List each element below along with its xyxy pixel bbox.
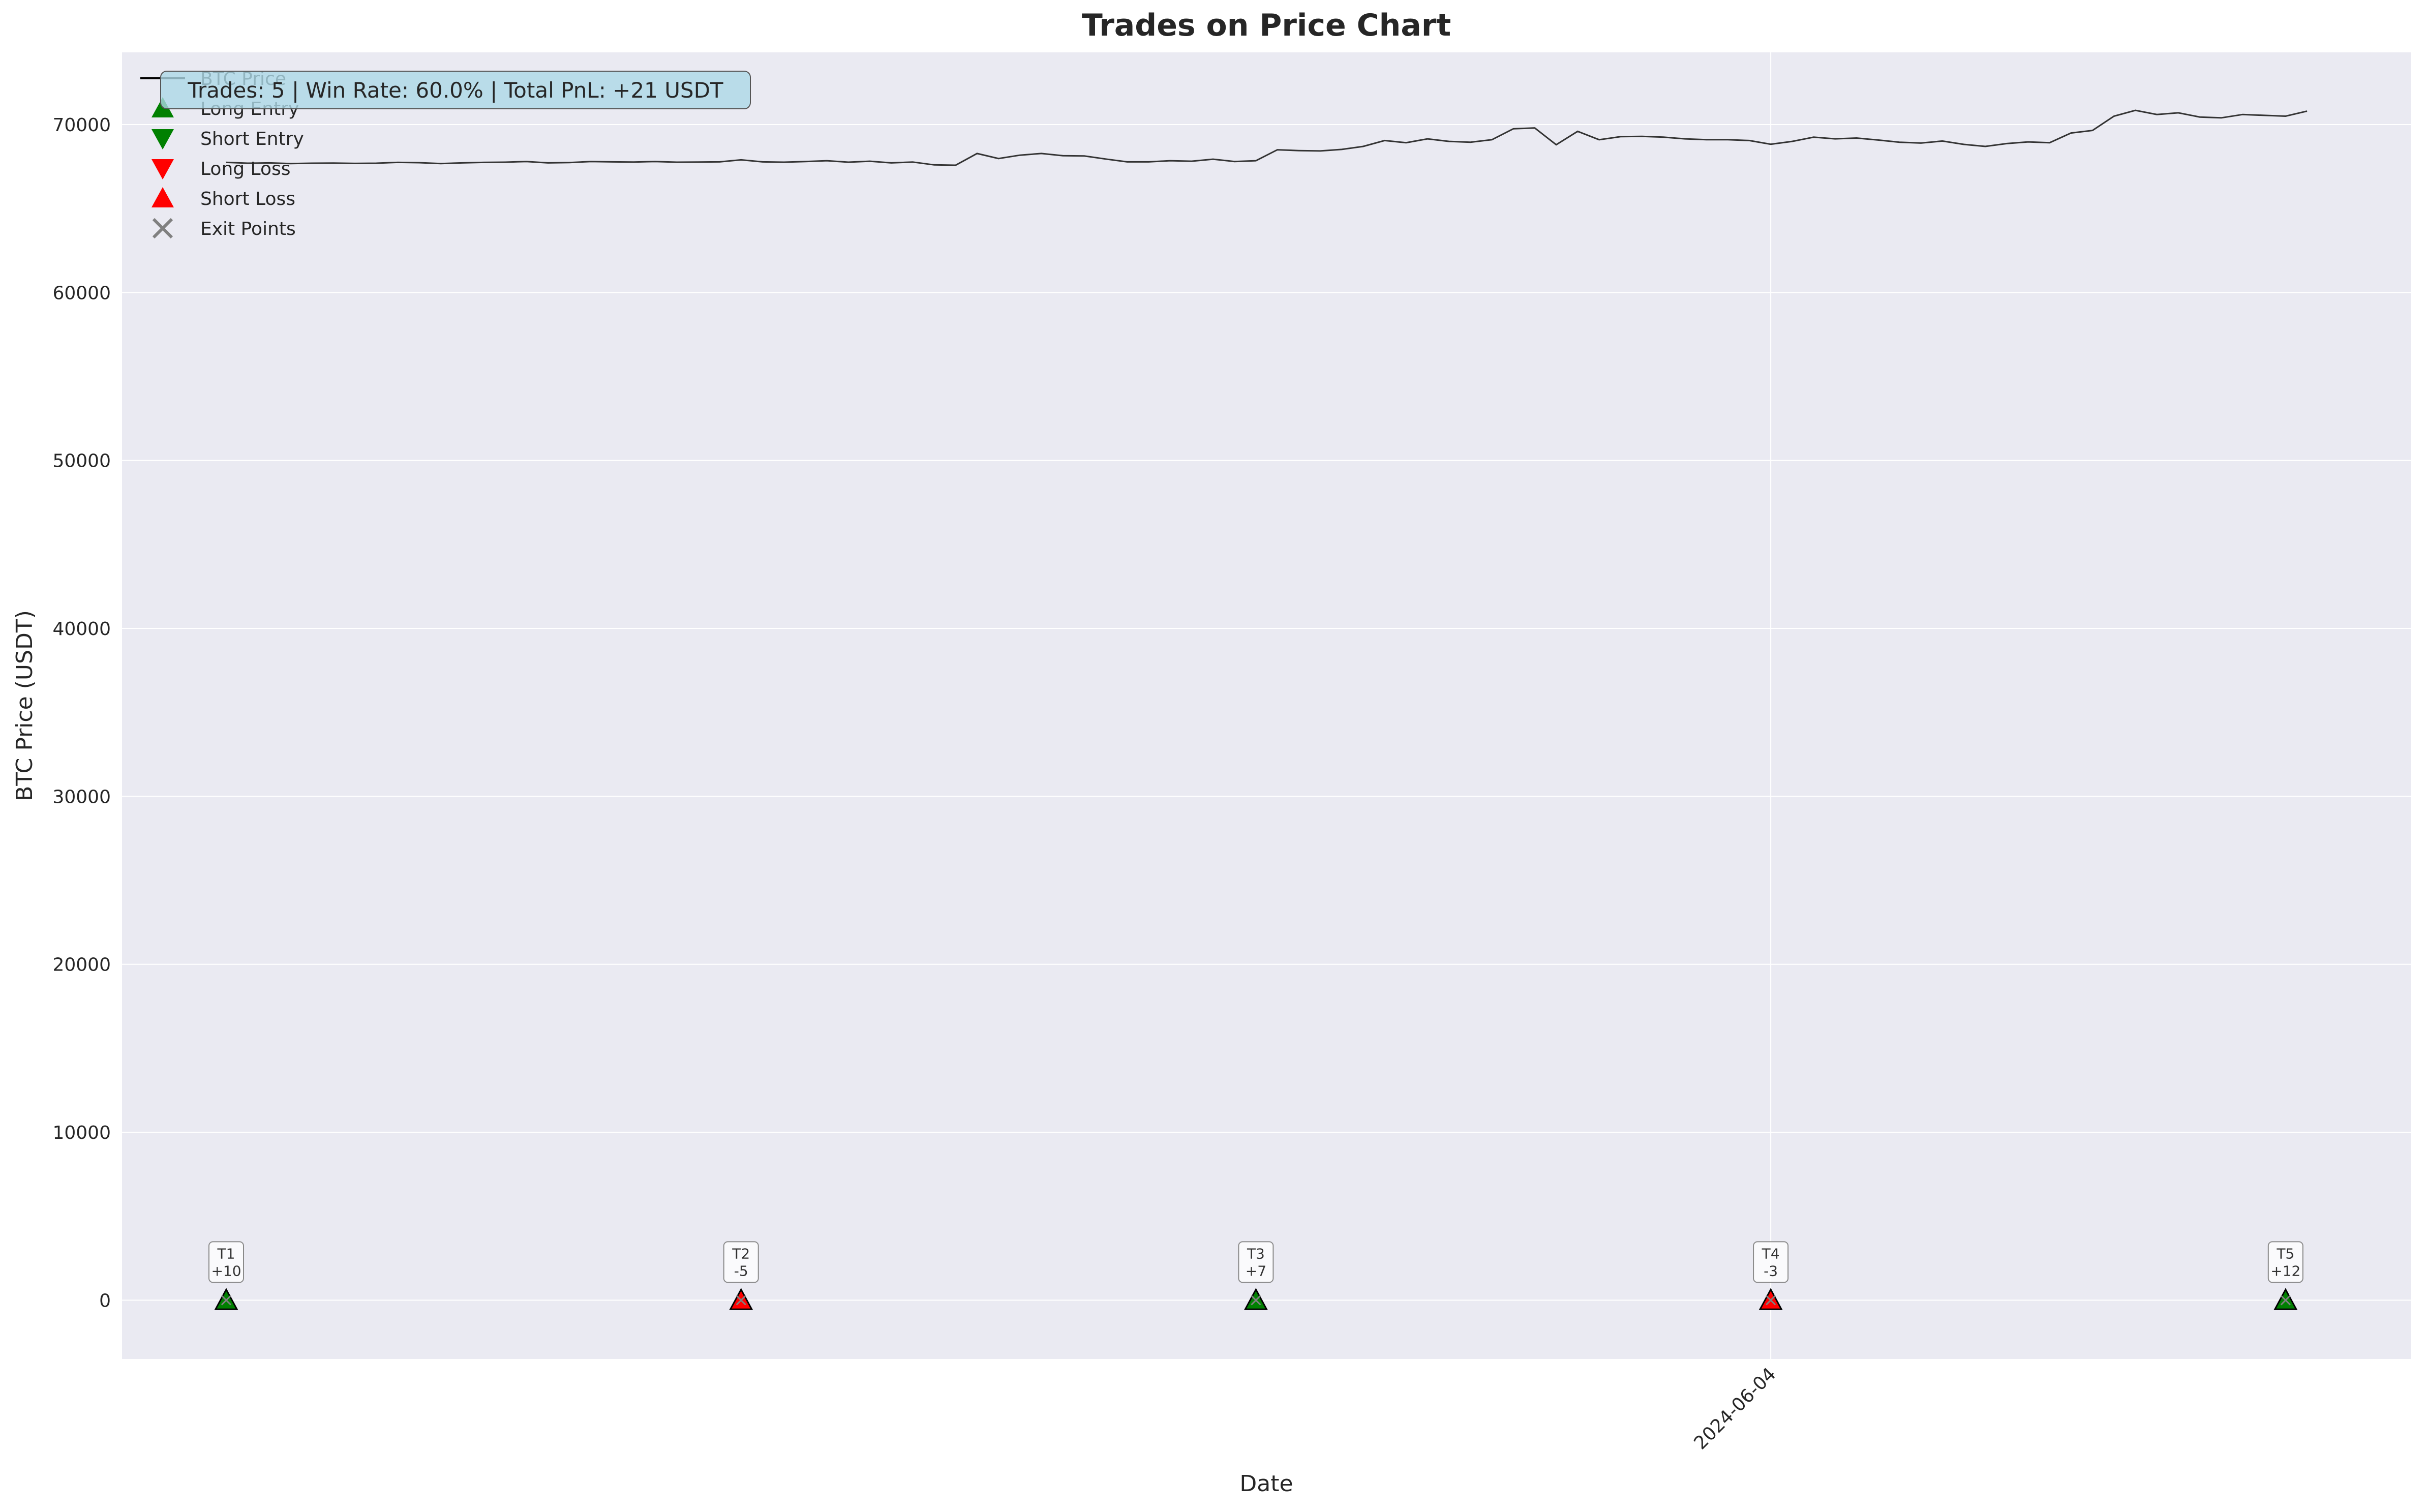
trade-label-pnl: +7 (1246, 1262, 1266, 1279)
y-tick-label: 20000 (52, 955, 111, 976)
exit-marker (2280, 1295, 2291, 1306)
plot-area (122, 52, 2411, 1359)
trade-label-pnl: -5 (734, 1262, 748, 1279)
series-layer (226, 109, 2308, 166)
y-axis-label: BTC Price (USDT) (12, 610, 38, 801)
y-tick-label: 70000 (52, 115, 111, 136)
trade-label-id: T5 (2276, 1245, 2294, 1262)
summary-text: Trades: 5 | Win Rate: 60.0% | Total PnL:… (187, 78, 723, 103)
summary-box-background (160, 71, 751, 109)
y-tick-label: 30000 (52, 787, 111, 807)
trade-label-box (208, 1241, 244, 1283)
trade-label-box (723, 1241, 759, 1283)
trade-label-id: T2 (732, 1245, 750, 1262)
legend-swatch-triangle-up (151, 187, 174, 207)
summary-box: Trades: 5 | Win Rate: 60.0% | Total PnL:… (160, 71, 751, 109)
exit-marker (736, 1295, 746, 1306)
trade-markers (214, 1288, 2298, 1310)
trade-label-pnl: +10 (211, 1262, 241, 1279)
y-tick-label: 40000 (52, 619, 111, 640)
legend-label: Exit Points (200, 219, 296, 239)
chart-title: Trades on Price Chart (1082, 8, 1451, 43)
y-tick-label: 50000 (52, 451, 111, 472)
legend-swatch-triangle-down (151, 129, 174, 149)
trade-label-box (1753, 1241, 1789, 1283)
trade-labels: T1+10 T2-5 T3+7 T4-3 T5+12 (208, 1241, 2303, 1283)
legend-label: Short Loss (200, 189, 295, 209)
exit-marker (221, 1295, 232, 1306)
legend-label: Short Entry (200, 129, 304, 149)
x-axis-label: Date (1239, 1471, 1293, 1497)
exit-marker (1766, 1295, 1776, 1306)
trade-label-id: T1 (217, 1245, 235, 1262)
grid-lines (122, 52, 2411, 1359)
y-tick-label: 60000 (52, 283, 111, 304)
legend-item: Exit Points (152, 218, 296, 239)
trade-label-box (1238, 1241, 1274, 1283)
legend-item: Short Loss (151, 187, 295, 209)
btc-price-line (226, 109, 2308, 166)
legend-swatch-triangle-down (151, 159, 174, 179)
legend-label: Long Loss (200, 159, 291, 179)
legend-item: Long Loss (151, 159, 291, 179)
exit-marker (1251, 1295, 1261, 1306)
trade-label-id: T4 (1762, 1245, 1780, 1262)
trade-label-box (2267, 1241, 2303, 1283)
legend-item: Short Entry (151, 129, 304, 149)
y-tick-label: 0 (99, 1290, 111, 1311)
trade-label-id: T3 (1247, 1245, 1265, 1262)
trade-label-pnl: +12 (2270, 1262, 2300, 1279)
legend-swatch-x (152, 218, 173, 239)
trade-label-pnl: -3 (1764, 1262, 1778, 1279)
y-tick-label: 10000 (52, 1123, 111, 1143)
